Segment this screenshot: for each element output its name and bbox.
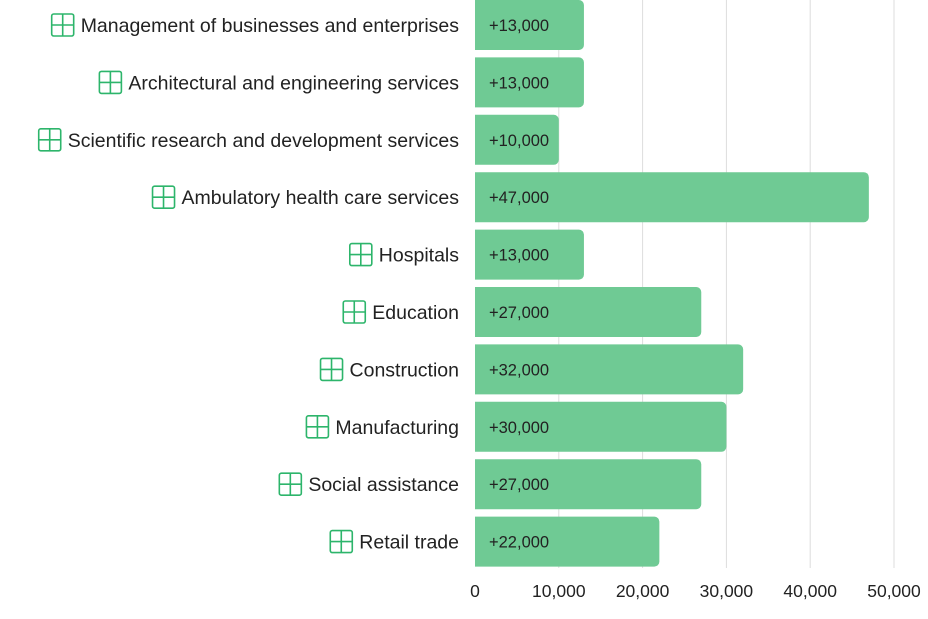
- category-label: Social assistance: [308, 474, 459, 496]
- grid-lab-icon: [37, 128, 62, 152]
- data-label: +27,000: [489, 476, 549, 494]
- health-care-icon: [151, 185, 176, 209]
- x-tick-label: 20,000: [616, 581, 670, 601]
- data-label: +10,000: [489, 132, 549, 150]
- construction-icon: [319, 357, 344, 382]
- category-label: Manufacturing: [335, 417, 459, 439]
- data-label: +27,000: [489, 304, 549, 322]
- category-label: Education: [372, 302, 459, 324]
- school-icon: [342, 300, 367, 324]
- category-label: Architectural and engineering services: [128, 72, 459, 94]
- x-tick-label: 30,000: [700, 581, 754, 601]
- retail-icon: [329, 529, 354, 554]
- bar: [475, 516, 660, 567]
- category-label: Hospitals: [379, 245, 459, 267]
- category-label: Ambulatory health care services: [182, 187, 460, 209]
- data-label: +30,000: [489, 419, 549, 437]
- social-assistance-icon: [278, 472, 303, 497]
- data-label: +13,000: [489, 247, 549, 265]
- bar: [475, 344, 744, 395]
- blueprint-icon: [98, 70, 123, 95]
- data-label: +22,000: [489, 534, 549, 552]
- bar: [475, 57, 584, 108]
- x-tick-label: 50,000: [867, 581, 921, 601]
- x-tick-label: 0: [470, 581, 480, 601]
- bar: [475, 114, 559, 165]
- management-icon: [50, 13, 75, 37]
- bar: [475, 0, 584, 50]
- category-label: Scientific research and development serv…: [68, 130, 460, 152]
- category-label: Retail trade: [359, 532, 459, 554]
- data-label: +47,000: [489, 189, 549, 207]
- category-label: Management of businesses and enterprises: [81, 15, 460, 37]
- bar: [475, 287, 702, 337]
- bar: [475, 172, 869, 223]
- crane-icon: [305, 414, 330, 439]
- data-label: +13,000: [489, 17, 549, 35]
- x-tick-label: 10,000: [532, 581, 586, 601]
- bar: [475, 401, 727, 452]
- category-label: Construction: [350, 359, 459, 381]
- data-label: +32,000: [489, 361, 549, 379]
- data-label: +13,000: [489, 74, 549, 92]
- x-tick-label: 40,000: [783, 581, 837, 601]
- bar: [475, 229, 584, 280]
- bar: [475, 459, 702, 510]
- hospital-icon: [348, 242, 373, 267]
